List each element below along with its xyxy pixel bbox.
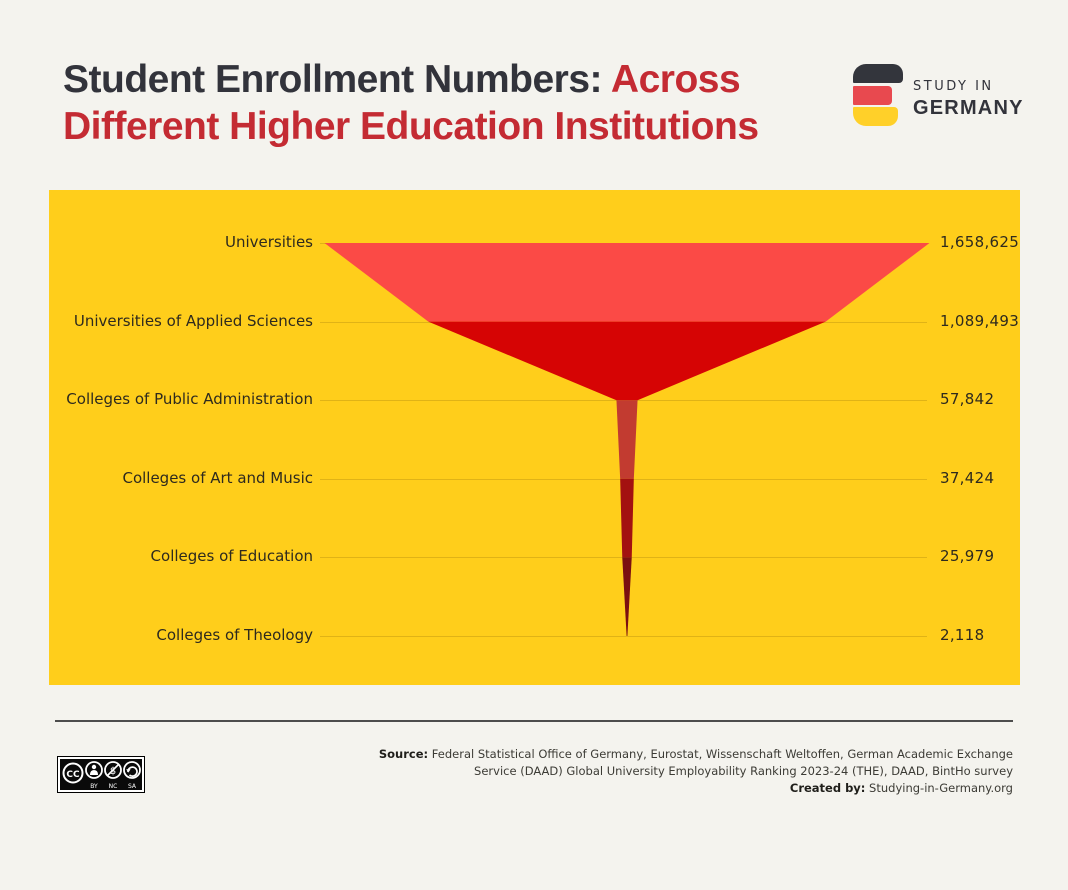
value-label: 2,118 [940, 626, 985, 644]
value-label: 1,658,625 [940, 233, 1020, 251]
title-accent-part: Across [610, 58, 741, 101]
source-line2: Service (DAAD) Global University Employa… [474, 764, 1013, 778]
funnel-segment-3 [616, 400, 638, 479]
source-line1: Source: Federal Statistical Office of Ge… [378, 747, 1013, 761]
created-by-line: Created by: Studying-in-Germany.org [789, 781, 1013, 795]
category-label: Universities [224, 233, 313, 251]
value-label: 57,842 [940, 390, 995, 408]
value-label: 25,979 [940, 547, 995, 565]
funnel-shape [324, 243, 930, 636]
svg-text:NC: NC [109, 783, 118, 790]
category-label: Colleges of Art and Music [122, 469, 313, 487]
svg-text:$: $ [110, 766, 116, 777]
source-attribution: Source: Federal Statistical Office of Ge… [353, 746, 1013, 797]
funnel-chart-panel: Universities 1,658,625 Universities of A… [49, 190, 1020, 685]
funnel-segment-1 [324, 243, 930, 322]
funnel-segment-5 [622, 557, 632, 636]
category-label: Colleges of Education [150, 547, 313, 565]
value-label: 1,089,493 [940, 312, 1020, 330]
page-title: Student Enrollment Numbers: Across Diffe… [63, 56, 759, 150]
value-label: 37,424 [940, 469, 995, 487]
svg-text:CC: CC [66, 770, 80, 780]
page-title-line2: Different Higher Education Institutions [63, 105, 759, 148]
page-title-line1: Student Enrollment Numbers: Across [63, 56, 759, 103]
logo-text: STUDY IN GERMANY [913, 79, 1024, 120]
sa-icon: SA [123, 761, 141, 790]
logo-line2: GERMANY [913, 97, 1024, 119]
created-by-label: Created by: [789, 781, 866, 795]
nc-icon: $ NC [104, 761, 122, 790]
funnel-segment-4 [620, 478, 634, 558]
category-label: Colleges of Theology [156, 626, 313, 644]
logo-line1: STUDY IN [913, 79, 994, 94]
cc-license-badge: CC BY $ NC SA [57, 756, 145, 793]
leader-line [320, 636, 927, 637]
funnel-segment-2 [428, 321, 826, 401]
footer-divider [55, 720, 1013, 722]
study-in-germany-logo: STUDY IN GERMANY [853, 64, 1068, 128]
cc-icon: CC [62, 762, 84, 784]
title-dark-part: Student Enrollment Numbers: [63, 58, 611, 101]
category-label: Universities of Applied Sciences [73, 312, 313, 330]
category-label: Colleges of Public Administration [66, 390, 313, 408]
german-flag-icon [853, 64, 903, 126]
by-icon: BY [85, 761, 103, 790]
svg-text:BY: BY [90, 783, 98, 790]
source-label: Source: [378, 747, 429, 761]
svg-text:SA: SA [128, 783, 137, 790]
